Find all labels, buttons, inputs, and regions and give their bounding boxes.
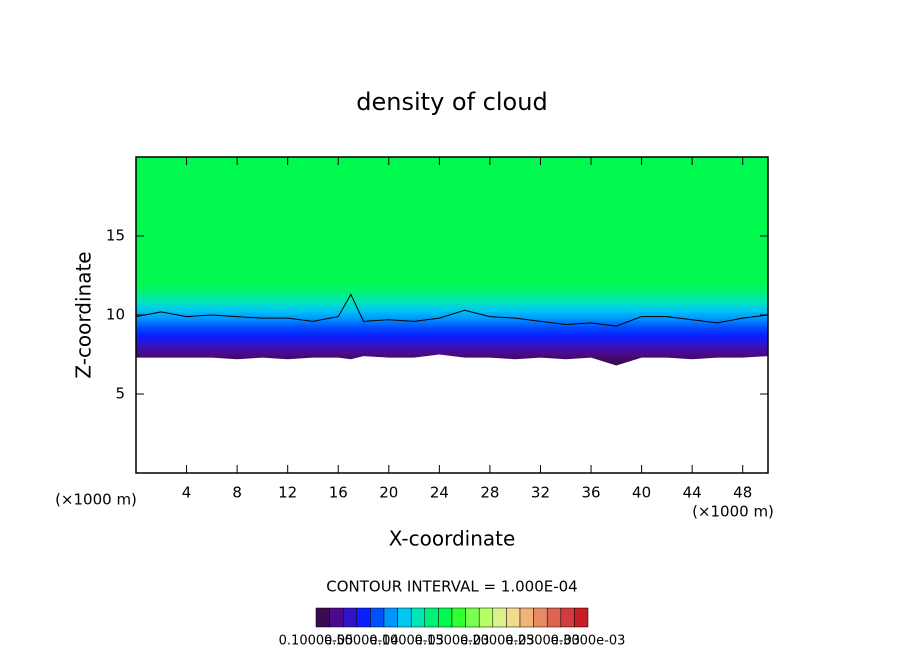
chart-title: density of cloud [356,88,547,116]
colorbar-cell [506,607,521,628]
colorbar-label: 0.5000e-04 [324,634,399,649]
colorbar-cell [356,607,371,628]
colorbar-cell [438,607,453,628]
colorbar-cell [478,607,494,628]
colorbar-cell [546,607,562,628]
x-tick-label: 8 [232,484,242,502]
colorbar-cell [574,607,589,628]
colorbar-cell [397,607,412,628]
colorbar-cell [342,607,358,628]
colorbar-cell [533,607,548,628]
x-tick-label: 44 [683,484,702,502]
x-tick-label: 12 [278,484,297,502]
colorbar-cell [560,607,575,628]
colorbar-label: 0.1000e-05 [279,634,354,649]
x-tick-label: 20 [379,484,398,502]
x-unit-label: (×1000 m) [55,491,137,509]
colorbar-label: 0.1000e-03 [369,634,444,649]
colorbar-cell [451,607,466,628]
colorbar-cell [329,607,344,628]
x-tick-label: 40 [632,484,651,502]
x-tick-label: 24 [430,484,449,502]
y-tick-label: 5 [115,385,125,403]
colorbar-cell [465,607,480,628]
colorbar-label: 0.2000e-03 [460,634,535,649]
x-tick-label: 36 [581,484,600,502]
x-tick-label: 4 [182,484,192,502]
contour-interval: CONTOUR INTERVAL = 1.000E-04 [326,578,577,596]
x-tick-label: 48 [733,484,752,502]
colorbar-label: 0.2500e-03 [505,634,580,649]
x-unit-label: (×1000 m) [692,503,774,521]
colorbar-cell [370,607,385,628]
x-tick-label: 28 [480,484,499,502]
x-axis-label: X-coordinate [389,527,516,551]
x-tick-label: 16 [329,484,348,502]
contour-line [135,293,769,327]
colorbar-label: 0.1500e-03 [415,634,490,649]
colorbar-cell [383,607,398,628]
x-tick-label: 32 [531,484,550,502]
colorbar-label: 0.3000e-03 [551,634,626,649]
colorbar-cell [410,607,426,628]
cloud-field [136,157,768,366]
y-axis-label: Z-coordinate [72,251,96,378]
colorbar-cell [424,607,439,628]
y-tick-label: 15 [106,227,125,245]
colorbar-cell [315,607,330,628]
colorbar-cell [519,607,534,628]
y-tick-label: 10 [106,306,125,324]
colorbar-cell [492,607,507,628]
